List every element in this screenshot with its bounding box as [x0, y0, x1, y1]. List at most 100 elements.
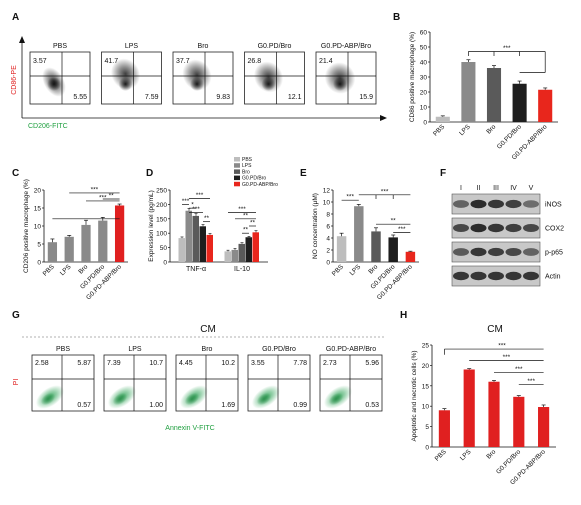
quadrant-value: 7.39 — [107, 360, 121, 367]
lane-label: III — [493, 185, 499, 192]
lane-label: IV — [510, 185, 517, 192]
flow-plot-title: Bro — [202, 346, 213, 353]
bar — [206, 234, 213, 262]
panel-letter-c: C — [12, 168, 19, 179]
y-tick-label: 25 — [422, 343, 430, 350]
y-tick-label: 20 — [34, 188, 42, 195]
quadrant-value: 7.59 — [145, 94, 159, 101]
quadrant-value: 5.55 — [73, 94, 87, 101]
x-tick-label: Bro — [77, 263, 89, 275]
bar-lps — [461, 62, 476, 122]
quadrant-value: 10.7 — [149, 360, 163, 367]
density-cloud — [184, 392, 200, 406]
quadrant-value: 15.9 — [359, 94, 373, 101]
quadrant-value: 10.2 — [221, 360, 235, 367]
panel-h: 0 5 10 15 20 25 Apoptotic and necrotic cells (… — [411, 343, 556, 486]
flow-plot-title: G0.PD/Bro — [258, 43, 292, 50]
panel-c: 0 5 10 15 20 CD206 positive macrophage (%) PBS… — [23, 179, 128, 301]
quadrant-value: 9.83 — [216, 94, 230, 101]
quadrant-value: 4.45 — [179, 360, 193, 367]
blot-band — [505, 247, 522, 257]
density-cloud — [112, 392, 128, 406]
bar-g0-pd-bro — [512, 83, 527, 122]
density-cloud — [190, 77, 204, 91]
y-tick-label: 250 — [156, 188, 167, 195]
x-tick-label: LPS — [349, 263, 363, 277]
legend-entry: LPS — [242, 163, 252, 169]
bar-bro — [81, 224, 91, 262]
flow-plot-title: G0.PD/Bro — [262, 346, 296, 353]
blot-row-label: COX2 — [545, 226, 564, 233]
sig-label: ** — [204, 215, 210, 222]
density-cloud — [256, 392, 272, 406]
sig-label: *** — [515, 366, 523, 373]
y-axis-label: PI — [13, 379, 20, 386]
y-tick-label: 2 — [326, 248, 330, 255]
bar — [185, 210, 192, 262]
lane-label: V — [529, 185, 534, 192]
bar-lps — [64, 236, 74, 262]
sig-label: *** — [196, 192, 204, 199]
density-cloud — [40, 392, 56, 406]
y-tick-label: 10 — [323, 200, 331, 207]
bar — [192, 215, 199, 262]
density-cloud — [333, 77, 347, 91]
blot-band — [488, 223, 504, 233]
quadrant-value: 5.87 — [77, 360, 91, 367]
y-tick-label: 20 — [420, 90, 428, 97]
panel-letter-b: B — [393, 12, 400, 23]
sig-label: ** — [243, 227, 249, 234]
legend-swatch — [234, 181, 240, 187]
legend-entry: Bro — [242, 169, 250, 175]
legend-swatch — [234, 157, 240, 162]
blot-band — [523, 223, 539, 233]
bar-pbs — [435, 116, 450, 122]
y-tick-label: 10 — [34, 224, 42, 231]
blot-band — [488, 247, 504, 257]
quadrant-value: 3.57 — [33, 58, 47, 65]
y-axis-label: CD86-PE — [11, 65, 18, 95]
group-label: IL-10 — [234, 266, 250, 273]
flow-plot-title: G0.PD-ABP/Bro — [326, 346, 376, 353]
x-tick-label: LPS — [458, 123, 472, 137]
blot-band — [470, 271, 487, 281]
sig-label: ** — [109, 193, 115, 200]
y-tick-label: 10 — [420, 105, 428, 112]
y-tick-label: 5 — [37, 242, 41, 249]
legend-swatch — [234, 169, 240, 174]
x-tick-label: Bro — [485, 123, 497, 135]
density-cloud — [182, 59, 212, 91]
y-tick-label: 0 — [37, 260, 41, 267]
blot-band — [523, 271, 539, 281]
bar — [224, 251, 231, 262]
legend-swatch — [234, 175, 240, 181]
y-tick-label: 50 — [160, 245, 168, 252]
bar — [252, 232, 259, 262]
bar-pbs — [47, 242, 58, 262]
blot-band — [488, 199, 504, 209]
y-tick-label: 150 — [156, 216, 167, 223]
bar-g0-pd-bro — [98, 220, 108, 262]
flow-plot-title: PBS — [53, 43, 67, 50]
quadrant-value: 1.69 — [221, 402, 235, 409]
sig-label: *** — [381, 188, 389, 195]
quadrant-value: 21.4 — [319, 58, 333, 65]
y-axis-label: CD86 positive macrophage (%) — [409, 32, 416, 122]
y-tick-label: 0 — [163, 260, 167, 267]
quadrant-value: 1.00 — [149, 402, 163, 409]
y-tick-label: 100 — [156, 231, 167, 238]
panel-letter-d: D — [146, 168, 153, 179]
panel-letter-f: F — [440, 168, 446, 179]
x-tick-label: Bro — [485, 448, 497, 460]
x-tick-label: LPS — [59, 263, 73, 277]
y-axis-label: CD206 positive macrophage (%) — [23, 179, 30, 273]
flow-plot-title: PBS — [56, 346, 70, 353]
sig-label: *** — [346, 194, 354, 201]
sig-label: *** — [192, 206, 200, 213]
density-cloud — [110, 58, 141, 90]
x-tick-label: PBS — [42, 263, 57, 278]
panel-b: 0 10 20 30 40 50 60 CD86 positive macrophage (%… — [409, 30, 558, 161]
quadrant-value: 0.53 — [365, 402, 379, 409]
